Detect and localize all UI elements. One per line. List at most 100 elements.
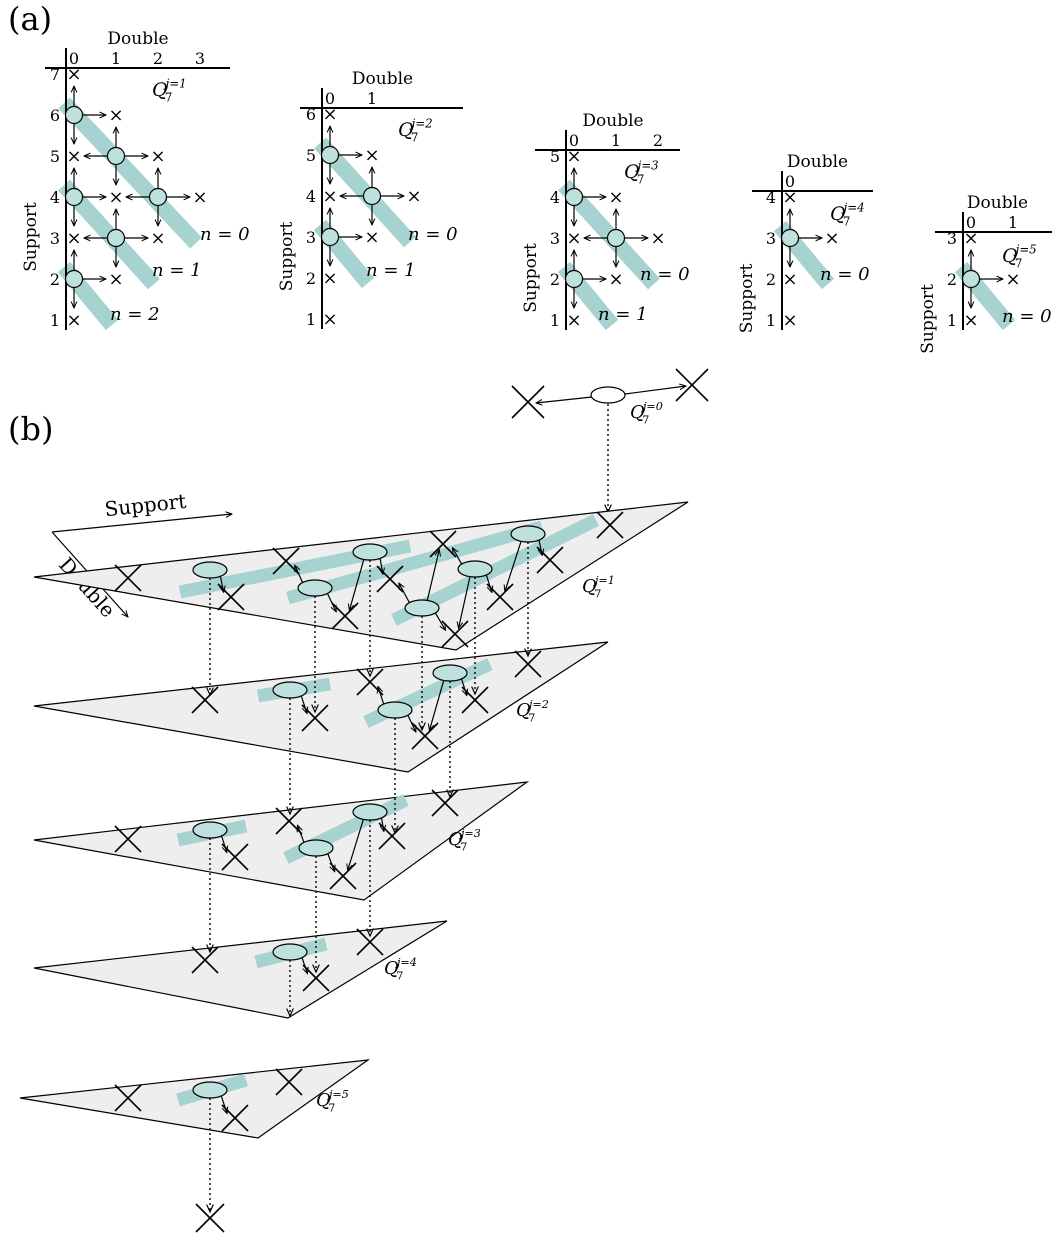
cross-mark bbox=[275, 1068, 303, 1096]
cross-stroke bbox=[596, 511, 624, 539]
q-superscript: j=4 bbox=[841, 200, 865, 214]
cross-mark: × bbox=[66, 64, 81, 85]
cross-stroke bbox=[114, 825, 142, 853]
state-node bbox=[352, 803, 388, 821]
support-tick-label: 2 bbox=[306, 269, 316, 288]
support-axis-title: Support bbox=[103, 489, 187, 521]
cross-stroke bbox=[114, 1084, 142, 1112]
cross-mark: × bbox=[66, 310, 81, 331]
cross-stroke bbox=[275, 807, 303, 835]
support-tick-label: 4 bbox=[306, 187, 316, 206]
cross-mark: × bbox=[650, 228, 665, 249]
q-label-j0: Q7j=0 bbox=[630, 400, 663, 427]
support-tick-label: 5 bbox=[50, 147, 60, 166]
cross-stroke bbox=[114, 564, 142, 592]
cross-mark bbox=[217, 583, 245, 611]
q-label-j2: Q7j=2 bbox=[398, 116, 433, 144]
double-tick-label: 3 bbox=[195, 49, 205, 68]
cross-mark bbox=[511, 385, 545, 419]
diagonal-band bbox=[58, 97, 202, 249]
double-axis-title: Double bbox=[107, 29, 168, 49]
state-node bbox=[64, 187, 84, 207]
arrow bbox=[220, 1095, 227, 1114]
q-superscript: j=2 bbox=[526, 698, 549, 711]
state-node bbox=[64, 269, 84, 289]
arrow bbox=[452, 548, 463, 565]
q-symbol: Q bbox=[1002, 245, 1018, 267]
arrow bbox=[300, 695, 307, 714]
cross-stroke bbox=[675, 368, 709, 402]
q-symbol: Q bbox=[830, 203, 846, 225]
cross-stroke bbox=[221, 843, 249, 871]
q-label-j1: Q7j=1 bbox=[152, 76, 187, 104]
cross-mark bbox=[356, 668, 384, 696]
cross-mark bbox=[514, 650, 542, 678]
cross-mark bbox=[329, 862, 357, 890]
n-label: n = 1 bbox=[366, 260, 416, 281]
cross-mark: × bbox=[824, 228, 839, 249]
arrow bbox=[378, 686, 385, 705]
arrow bbox=[539, 539, 542, 555]
state-node bbox=[320, 145, 340, 165]
support-tick-label: 6 bbox=[50, 106, 60, 125]
double-tick-label: 2 bbox=[153, 49, 163, 68]
q-superscript: j=4 bbox=[394, 956, 417, 969]
double-tick-label: 1 bbox=[367, 89, 377, 108]
n-label: n = 0 bbox=[1002, 306, 1052, 327]
cross-mark: × bbox=[566, 310, 581, 331]
grid-j2: Double 0 1 6 5 4 3 2 1 Support × × × × × × × Q7j=2 n = 0 n … bbox=[277, 69, 463, 330]
cross-mark: × bbox=[566, 228, 581, 249]
q-subscript: 7 bbox=[411, 131, 419, 145]
support-axis-title: Support bbox=[918, 284, 938, 354]
support-tick-label: 1 bbox=[947, 311, 957, 330]
cross-mark bbox=[275, 807, 303, 835]
state-node bbox=[362, 186, 382, 206]
q-label-j3: Q7j=3 bbox=[448, 827, 481, 854]
double-tick-label: 0 bbox=[785, 172, 795, 191]
q-superscript: j=3 bbox=[635, 158, 659, 172]
cross-stroke bbox=[514, 650, 542, 678]
state-node bbox=[148, 187, 168, 207]
cross-mark: × bbox=[1005, 269, 1020, 290]
support-tick-label: 4 bbox=[50, 188, 60, 207]
support-tick-label: 3 bbox=[947, 229, 957, 248]
state-node bbox=[352, 543, 388, 561]
q-symbol: Q bbox=[630, 402, 645, 423]
state-node bbox=[457, 560, 493, 578]
n-label: n = 2 bbox=[110, 304, 160, 325]
arrow bbox=[429, 680, 445, 730]
cross-mark bbox=[356, 928, 384, 956]
support-tick-label: 7 bbox=[50, 65, 60, 84]
cross-stroke bbox=[429, 530, 457, 558]
cross-mark: × bbox=[782, 269, 797, 290]
q-symbol: Q bbox=[582, 576, 597, 597]
cross-mark: × bbox=[322, 309, 337, 330]
state-node bbox=[590, 386, 626, 404]
q-symbol: Q bbox=[398, 119, 414, 141]
q-symbol: Q bbox=[624, 161, 640, 183]
state-node bbox=[510, 525, 546, 543]
inter-plane-links bbox=[195, 542, 528, 1233]
q-superscript: j=5 bbox=[326, 1088, 349, 1101]
cross-stroke bbox=[356, 668, 384, 696]
state-node bbox=[106, 228, 126, 248]
plane-j0-node: Q7j=0 bbox=[511, 368, 709, 512]
cross-mark bbox=[596, 511, 624, 539]
double-axis-title: Double bbox=[787, 152, 848, 172]
cross-mark bbox=[536, 546, 564, 574]
q-subscript: 7 bbox=[165, 91, 173, 105]
cross-mark: × bbox=[322, 104, 337, 125]
q-superscript: j=1 bbox=[592, 574, 615, 587]
cross-mark: × bbox=[108, 269, 123, 290]
state-node bbox=[564, 269, 584, 289]
support-tick-label: 3 bbox=[50, 229, 60, 248]
panel-label-a: (a) bbox=[8, 0, 52, 38]
plane-triangle bbox=[33, 920, 448, 1019]
cross-mark: × bbox=[782, 187, 797, 208]
n-label: n = 1 bbox=[598, 304, 648, 325]
q-label-j2: Q7j=2 bbox=[516, 698, 549, 725]
plane-j1: Q7j=1 bbox=[33, 501, 689, 651]
cross-stroke bbox=[378, 822, 406, 850]
